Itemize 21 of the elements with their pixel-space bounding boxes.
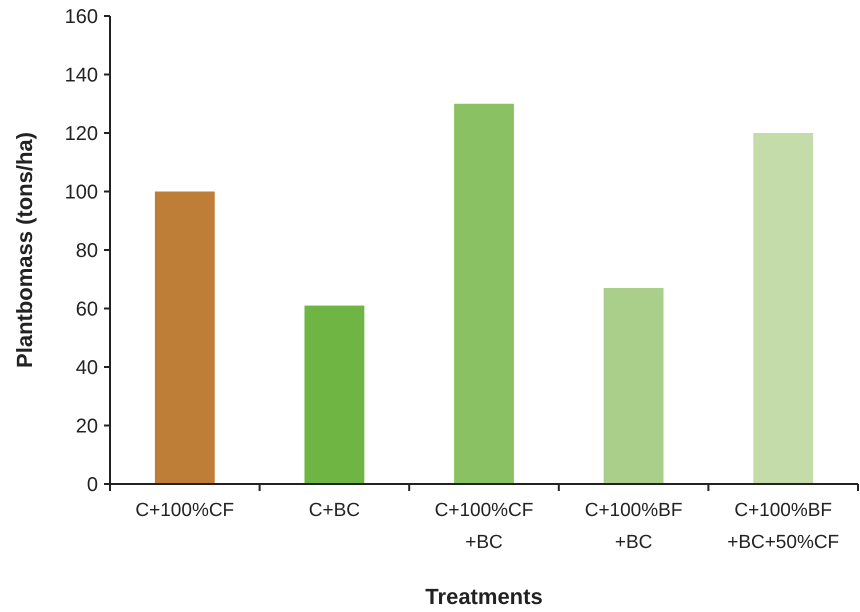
y-tick-label: 0 [86, 474, 98, 496]
y-tick-label: 160 [64, 6, 98, 28]
bar [154, 192, 215, 484]
y-tick-label: 40 [76, 357, 98, 379]
x-tick-label: C+BC [308, 500, 360, 521]
y-tick-label: 100 [64, 182, 98, 204]
bar [304, 306, 364, 484]
y-tick-label: 80 [76, 240, 98, 262]
y-tick-label: 20 [76, 416, 98, 438]
x-tick-label: C+100%BF +BC [584, 500, 682, 553]
x-tick-label: C+100%CF [135, 500, 234, 521]
bar [604, 288, 664, 484]
x-tick-label: C+100%CF +BC [434, 500, 534, 553]
y-tick-label: 120 [64, 123, 98, 145]
bar [454, 104, 514, 484]
bar [753, 133, 814, 484]
y-tick-label: 140 [64, 64, 98, 86]
y-axis-title: Plantbomass (tons/ha) [12, 132, 37, 368]
y-tick-label: 60 [76, 298, 98, 320]
x-axis-title: Treatments [425, 584, 543, 609]
x-tick-label: C+100%BF +BC+50%CF [727, 500, 840, 553]
